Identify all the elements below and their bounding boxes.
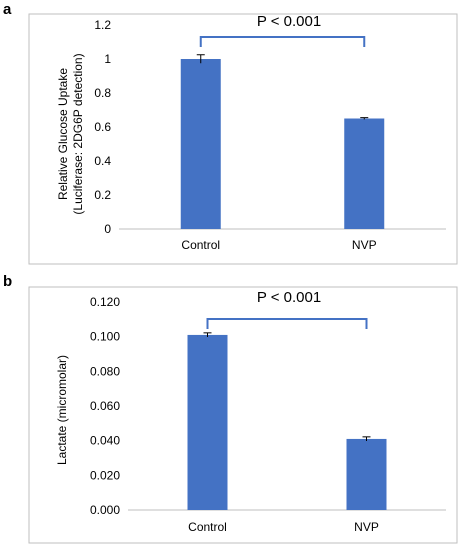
chart-a-ylabel-line1: Relative Glucose Uptake (56, 68, 70, 200)
chart-a-bar (180, 59, 221, 229)
chart-b-ytick-label: 0.100 (90, 330, 120, 344)
chart-a-ytick-label: 0 (104, 222, 111, 236)
chart-a-ylabel-line2: (Luciferase: 2DG6P detection) (71, 53, 85, 214)
panel-a-label: a (3, 1, 12, 18)
chart-b-plot: 0.000 0.020 0.040 0.060 0.080 0.100 0.120 Contr… (90, 295, 446, 534)
chart-a-bar (344, 118, 385, 229)
chart-b-ytick-label: 0.080 (90, 364, 120, 378)
chart-b-ytick-label: 0.060 (90, 399, 120, 413)
panel-b-label: b (3, 273, 12, 290)
chart-b-category-label: Control (188, 520, 227, 534)
chart-a-category-label: NVP (352, 238, 377, 252)
chart-a-significance-bracket (199, 36, 366, 47)
chart-a-ytick-label: 0.4 (94, 154, 111, 168)
chart-a-category-label: Control (181, 238, 220, 252)
chart-b-ytick-label: 0.120 (90, 295, 120, 309)
chart-b-ytick-label: 0.020 (90, 468, 120, 482)
chart-b-significance: P < 0.001 (257, 289, 321, 306)
chart-b-significance-bracket (206, 318, 368, 329)
chart-a-ytick-label: 1 (104, 52, 111, 66)
chart-b-frame (28, 286, 458, 544)
chart-a-ytick-label: 1.2 (94, 18, 111, 32)
chart-b-category-label: NVP (354, 520, 379, 534)
chart-b-bar (346, 438, 387, 510)
panel-a: a Relative Glucose Uptake (Luciferase: 2… (3, 1, 458, 265)
chart-a-plot: 0 0.2 0.4 0.6 0.8 1 1.2 Control NVP (94, 18, 446, 252)
chart-a-significance: P < 0.001 (257, 13, 321, 30)
chart-a-ytick-label: 0.8 (94, 86, 111, 100)
chart-a-ytick-label: 0.2 (94, 188, 111, 202)
panel-b: b Lactate (micromolar) 0.0000.0200.0400.… (3, 273, 458, 544)
chart-b-ylabel: Lactate (micromolar) (55, 355, 69, 465)
chart-a-ytick-label: 0.6 (94, 120, 111, 134)
chart-b-ytick-label: 0.040 (90, 434, 120, 448)
chart-b-bar (187, 334, 228, 510)
chart-a-frame (28, 13, 458, 265)
chart-b-ytick-label: 0.000 (90, 503, 120, 517)
